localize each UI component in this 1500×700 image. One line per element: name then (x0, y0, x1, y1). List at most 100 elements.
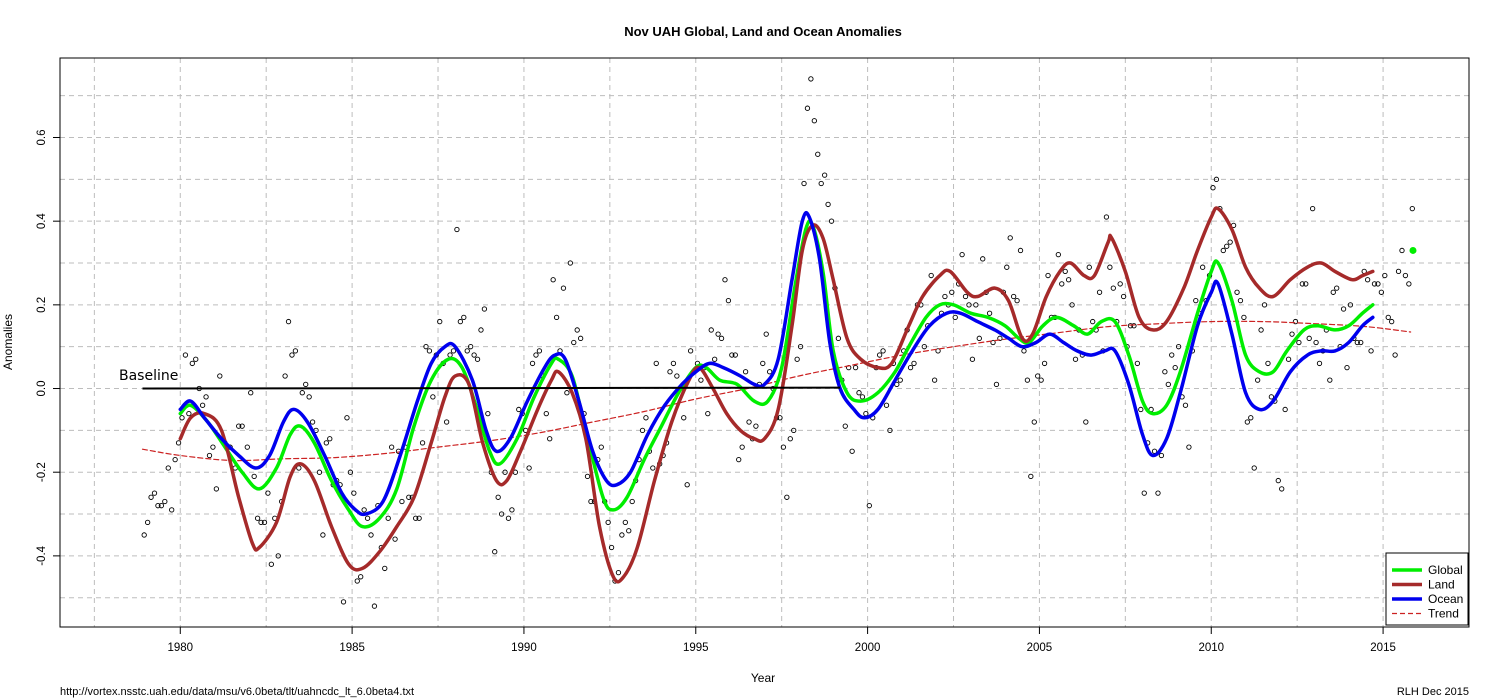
data-point (1134, 360, 1141, 367)
data-point (966, 302, 972, 308)
data-point (289, 352, 295, 358)
data-point (206, 452, 213, 459)
data-point (681, 415, 687, 421)
baseline-annotation: Baseline (119, 368, 178, 384)
legend-label-trend: Trend (1428, 607, 1459, 621)
x-tick-label: 2005 (1027, 642, 1053, 654)
data-point (1086, 264, 1092, 270)
data-point (323, 440, 329, 446)
data-point (1344, 364, 1350, 371)
data-point (1182, 402, 1189, 408)
data-point (804, 105, 811, 111)
data-point (588, 498, 594, 505)
data-point (426, 348, 433, 354)
data-point (385, 515, 391, 521)
data-point (158, 503, 165, 509)
data-point (784, 494, 790, 500)
data-point (553, 314, 560, 321)
data-point (935, 348, 941, 354)
data-point (316, 469, 323, 475)
data-point (461, 314, 467, 321)
data-point (1138, 406, 1144, 413)
data-point (1241, 314, 1247, 321)
x-tick-label: 2015 (1370, 642, 1396, 654)
data-point (639, 427, 646, 434)
data-point (732, 352, 738, 358)
data-point (1389, 318, 1395, 325)
chart-title: Nov UAH Global, Land and Ocean Anomalies (624, 24, 902, 39)
data-point (1265, 360, 1271, 367)
data-point (547, 436, 553, 442)
baseline (142, 386, 841, 390)
data-point (729, 352, 735, 358)
data-point (876, 352, 883, 358)
data-point (577, 335, 584, 341)
data-point (268, 561, 274, 567)
data-point (533, 352, 539, 358)
series-line-ocean (178, 211, 1375, 517)
series-line-trend (141, 320, 1412, 462)
data-point (626, 528, 632, 534)
data-point (725, 298, 732, 304)
data-point (567, 260, 573, 266)
data-point (1279, 486, 1285, 492)
data-point (1035, 373, 1041, 379)
data-point (413, 515, 419, 521)
legend-box (1385, 552, 1469, 626)
series-line-global (178, 219, 1375, 529)
data-point (1110, 285, 1116, 291)
data-point (815, 151, 821, 157)
data-point (1248, 415, 1254, 421)
data-point (1382, 272, 1388, 279)
data-point (1096, 289, 1103, 295)
data-point (560, 285, 567, 291)
x-tick-label: 1980 (167, 642, 193, 654)
data-point (684, 482, 690, 488)
data-point (169, 507, 175, 513)
data-point (753, 423, 759, 429)
data-point (1072, 356, 1079, 362)
data-point (1083, 419, 1089, 425)
data-point (835, 335, 842, 341)
data-point (1055, 251, 1061, 258)
data-point (1172, 364, 1178, 371)
data-point (742, 369, 749, 375)
data-point (856, 390, 862, 396)
legend-label-land: Land (1428, 578, 1455, 592)
data-point (763, 331, 769, 337)
data-point (990, 339, 996, 346)
data-point (351, 490, 357, 496)
y-tick-label: -0.4 (36, 545, 48, 565)
data-point (495, 494, 501, 500)
data-point (303, 381, 309, 387)
data-point (419, 440, 426, 446)
data-point (399, 498, 405, 505)
data-point (1158, 452, 1165, 459)
data-point (447, 352, 453, 358)
data-point (430, 394, 436, 400)
data-point (842, 423, 848, 429)
data-point (1224, 243, 1230, 249)
data-point (1045, 272, 1051, 279)
data-point (1007, 235, 1013, 241)
data-point (650, 465, 656, 471)
data-point (897, 377, 903, 383)
data-point (849, 448, 855, 454)
data-point (1031, 419, 1037, 425)
data-point (258, 519, 264, 526)
data-point (1358, 339, 1364, 346)
data-point (1313, 339, 1319, 346)
data-point (1406, 281, 1412, 287)
data-point (175, 440, 182, 446)
data-point (1038, 377, 1044, 383)
data-point (1395, 268, 1402, 275)
data-point (705, 410, 711, 417)
data-point (1131, 323, 1137, 329)
data-point (1364, 277, 1371, 283)
data-point (907, 364, 914, 371)
y-tick-label: 0.2 (36, 297, 48, 313)
data-point (1375, 281, 1381, 287)
data-point (416, 515, 422, 521)
data-point (887, 427, 893, 434)
x-tick-label: 2010 (1198, 642, 1224, 654)
